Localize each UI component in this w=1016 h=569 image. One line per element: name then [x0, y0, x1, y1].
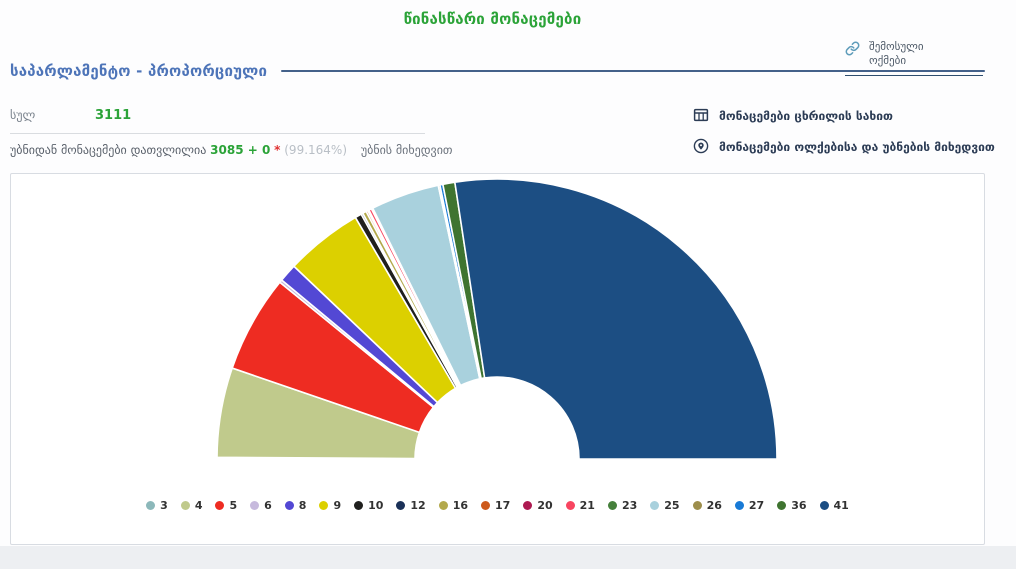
legend-marker — [146, 501, 156, 510]
location-pin-icon — [693, 138, 709, 157]
legend-label: 41 — [833, 499, 849, 512]
totals-divider — [10, 133, 425, 134]
legend-marker — [650, 501, 660, 510]
legend-item-5[interactable]: 5 — [215, 499, 237, 512]
legend-marker — [438, 501, 448, 510]
legend-item-9[interactable]: 9 — [319, 499, 341, 512]
legend-marker — [565, 501, 575, 510]
half-donut-chart — [216, 178, 778, 460]
received-protocols-label: შემოსული ოქმები — [869, 40, 924, 67]
legend-label: 16 — [452, 499, 469, 512]
legend-item-41[interactable]: 41 — [819, 499, 849, 512]
legend-label: 6 — [264, 499, 272, 512]
chart-card: 3 4 5 6 8 9 10 12 16 17 20 21 23 25 26 27 36 41 — [10, 173, 985, 545]
legend-label: 27 — [748, 499, 765, 512]
legend-item-25[interactable]: 25 — [650, 499, 680, 512]
view-as-table-label: მონაცემები ცხრილის სახით — [719, 109, 893, 123]
legend-item-6[interactable]: 6 — [250, 499, 272, 512]
legend-item-12[interactable]: 12 — [396, 499, 426, 512]
legend-item-20[interactable]: 20 — [523, 499, 553, 512]
legend-marker — [319, 501, 329, 510]
legend-marker — [734, 501, 744, 510]
legend-marker — [354, 501, 364, 510]
legend-label: 36 — [791, 499, 807, 512]
received-protocols-link[interactable]: შემოსული ოქმები — [845, 40, 983, 76]
legend-label: 23 — [621, 499, 638, 512]
total-value: 3111 — [95, 108, 132, 123]
legend-marker — [523, 501, 533, 510]
legend-label: 25 — [664, 499, 680, 512]
legend-item-21[interactable]: 21 — [565, 499, 595, 512]
legend-marker — [396, 501, 406, 510]
legend-marker — [692, 501, 702, 510]
legend-item-8[interactable]: 8 — [284, 499, 307, 512]
legend-label: 17 — [495, 499, 511, 512]
legend-marker — [607, 501, 617, 510]
counted-row: უბნიდან მონაცემები დათვლილია 3085 + 0 * … — [10, 143, 453, 157]
view-by-districts-link[interactable]: მონაცემები ოლქებისა და უბნების მიხედვით — [693, 135, 995, 159]
section-heading-row: საპარლამენტო - პროპორციული — [10, 62, 985, 80]
legend-label: 12 — [410, 499, 426, 512]
legend-label: 21 — [579, 499, 595, 512]
section-title: საპარლამენტო - პროპორციული — [10, 62, 268, 80]
legend-label: 10 — [368, 499, 384, 512]
section-rule — [281, 70, 985, 72]
view-as-table-link[interactable]: მონაცემები ცხრილის სახით — [693, 104, 995, 128]
chart-legend: 3 4 5 6 8 9 10 12 16 17 20 21 23 25 26 27 36 41 — [11, 499, 984, 512]
legend-marker — [777, 501, 787, 510]
page-title: წინასწარი მონაცემები — [403, 10, 582, 28]
legend-label: 3 — [160, 499, 168, 512]
view-by-districts-label: მონაცემები ოლქებისა და უბნების მიხედვით — [719, 140, 995, 154]
totals-block: სულ 3111 უბნიდან მონაცემები დათვლილია 30… — [10, 108, 453, 157]
counted-value: 3085 + 0 — [210, 143, 271, 157]
total-label: სულ — [10, 108, 36, 122]
legend-label: 26 — [706, 499, 722, 512]
legend-item-16[interactable]: 16 — [438, 499, 469, 512]
bottom-band — [0, 546, 1016, 569]
counted-asterisk: * — [274, 143, 281, 157]
link-icon — [845, 40, 860, 60]
legend-marker — [819, 501, 829, 510]
legend-marker — [215, 501, 225, 510]
legend-item-17[interactable]: 17 — [481, 499, 510, 512]
legend-label: 4 — [194, 499, 203, 512]
legend-marker — [180, 501, 190, 510]
legend-label: 8 — [298, 499, 307, 512]
legend-label: 20 — [537, 499, 553, 512]
table-icon — [693, 107, 709, 126]
legend-item-27[interactable]: 27 — [734, 499, 765, 512]
legend-marker — [284, 501, 294, 510]
counted-text: უბნიდან მონაცემები დათვლილია — [10, 143, 207, 157]
counted-by-label: უბნის მიხედვით — [360, 143, 453, 157]
legend-item-26[interactable]: 26 — [692, 499, 722, 512]
legend-marker — [250, 501, 260, 510]
chart-slice-41[interactable] — [453, 178, 778, 460]
legend-item-36[interactable]: 36 — [777, 499, 807, 512]
legend-item-10[interactable]: 10 — [354, 499, 383, 512]
legend-label: 5 — [229, 499, 238, 512]
legend-item-4[interactable]: 4 — [180, 499, 203, 512]
legend-marker — [481, 501, 491, 510]
legend-label: 9 — [333, 499, 342, 512]
counted-percent: (99.164%) — [284, 143, 348, 157]
legend-item-23[interactable]: 23 — [607, 499, 638, 512]
view-options: მონაცემები ცხრილის სახით მონაცემები ოლქე… — [693, 104, 995, 166]
legend-item-3[interactable]: 3 — [146, 499, 168, 512]
